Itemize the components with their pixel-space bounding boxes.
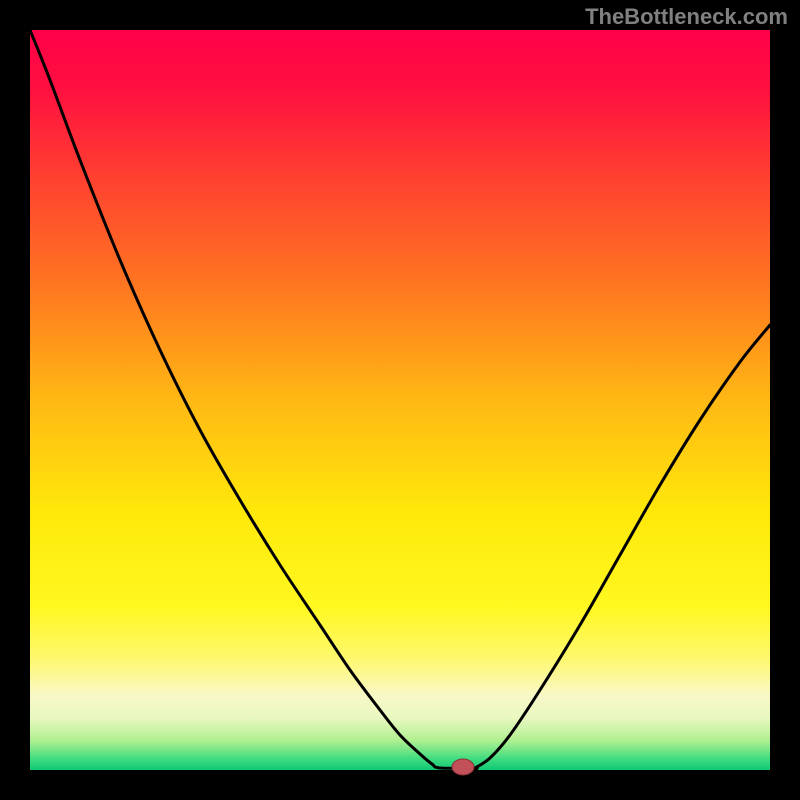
- chart-container: TheBottleneck.com: [0, 0, 800, 800]
- chart-svg: [0, 0, 800, 800]
- plot-background: [30, 30, 770, 770]
- watermark-text: TheBottleneck.com: [585, 4, 788, 30]
- optimal-marker: [452, 759, 474, 775]
